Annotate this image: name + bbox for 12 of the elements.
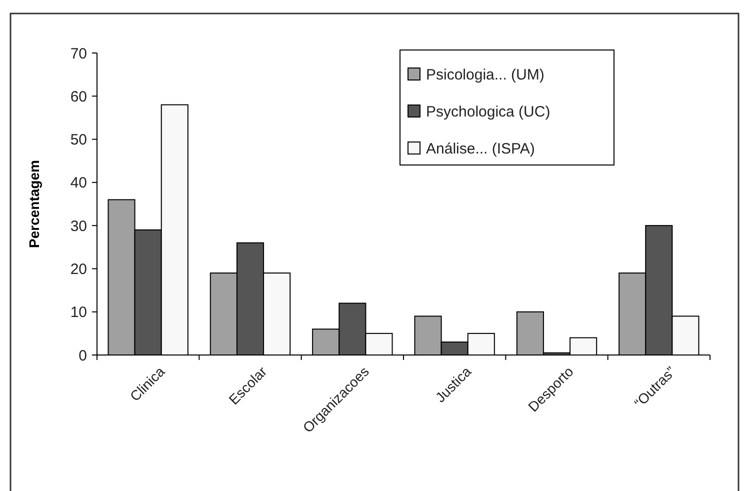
y-tick-label: 0	[78, 347, 87, 364]
y-tick-label: 50	[70, 132, 87, 149]
legend-label: Psychologica (UC)	[426, 103, 550, 120]
legend-label: Psicologia... (UM)	[426, 66, 544, 84]
y-tick-label: 60	[70, 88, 87, 106]
y-axis-title: Percentagem	[26, 160, 42, 248]
y-tick-label: 30	[70, 218, 87, 235]
y-tick-label: 40	[70, 174, 87, 192]
y-tick-label: 10	[70, 304, 87, 322]
y-tick-label: 20	[70, 260, 87, 278]
legend-label: Análise... (ISPA)	[426, 140, 535, 158]
y-tick-label: 70	[70, 45, 87, 62]
